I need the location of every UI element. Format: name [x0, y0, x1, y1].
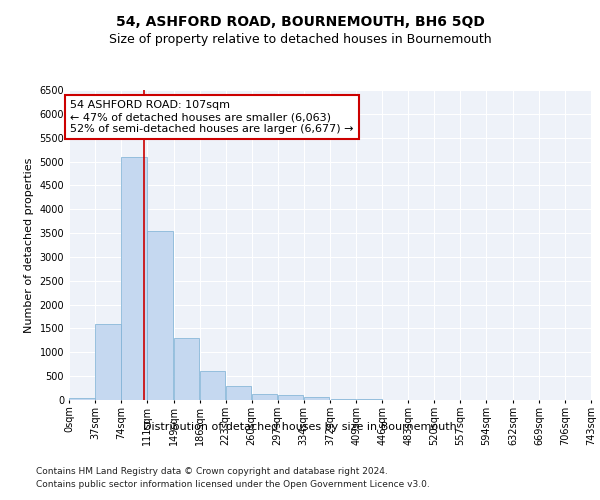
- Text: 54, ASHFORD ROAD, BOURNEMOUTH, BH6 5QD: 54, ASHFORD ROAD, BOURNEMOUTH, BH6 5QD: [116, 15, 484, 29]
- Bar: [252, 394, 277, 400]
- Text: 54 ASHFORD ROAD: 107sqm
← 47% of detached houses are smaller (6,063)
52% of semi: 54 ASHFORD ROAD: 107sqm ← 47% of detache…: [70, 100, 354, 134]
- Y-axis label: Number of detached properties: Number of detached properties: [24, 158, 34, 332]
- Bar: [121, 157, 146, 400]
- Bar: [304, 398, 329, 400]
- Bar: [95, 324, 121, 400]
- Bar: [226, 386, 251, 400]
- Text: Contains public sector information licensed under the Open Government Licence v3: Contains public sector information licen…: [36, 480, 430, 489]
- Bar: [278, 395, 304, 400]
- Text: Size of property relative to detached houses in Bournemouth: Size of property relative to detached ho…: [109, 32, 491, 46]
- Bar: [70, 398, 95, 400]
- Text: Contains HM Land Registry data © Crown copyright and database right 2024.: Contains HM Land Registry data © Crown c…: [36, 467, 388, 476]
- Text: Distribution of detached houses by size in Bournemouth: Distribution of detached houses by size …: [143, 422, 457, 432]
- Bar: [174, 338, 199, 400]
- Bar: [331, 398, 356, 400]
- Bar: [200, 372, 226, 400]
- Bar: [148, 230, 173, 400]
